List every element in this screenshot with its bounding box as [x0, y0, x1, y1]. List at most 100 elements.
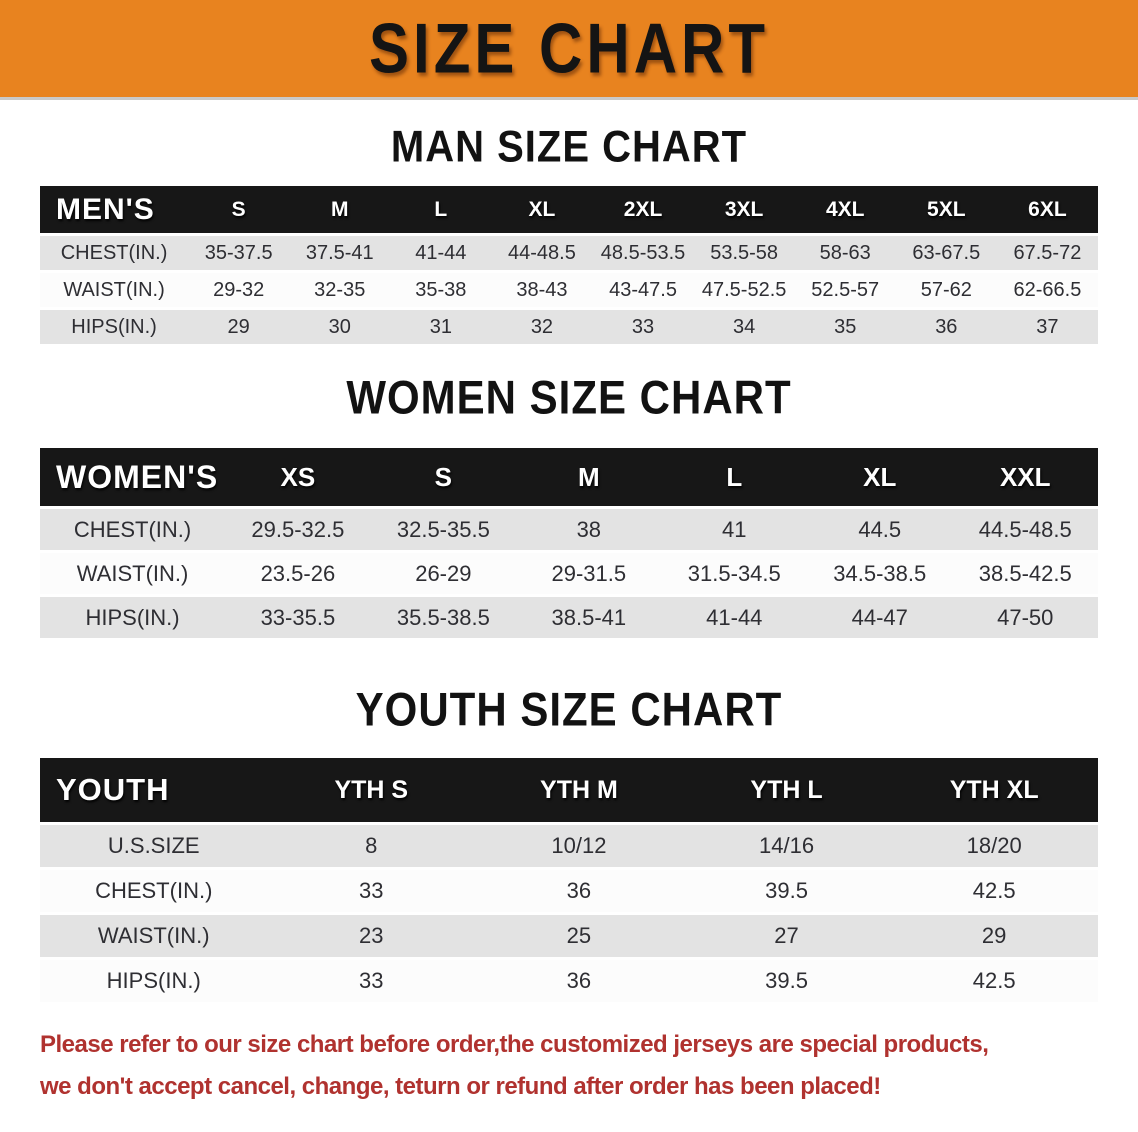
measurement-row: HIPS(IN.) 29 30 31 32 33 34 35 36 37: [40, 307, 1098, 344]
table-header-row: WOMEN'S XS S M L XL XXL: [40, 448, 1098, 507]
measurement-value: 38-43: [491, 270, 593, 307]
youth-section-heading: YOUTH SIZE CHART: [355, 683, 783, 736]
table-group-label: MEN'S: [40, 186, 189, 233]
measurement-value: 14/16: [682, 822, 891, 868]
size-column-header: 6XL: [996, 186, 1098, 233]
measurement-row: CHEST(IN.) 33 36 39.5 42.5: [40, 867, 1098, 913]
size-column-header: L: [661, 448, 808, 507]
measurement-value: 29-32: [188, 270, 290, 307]
measurement-value: 18/20: [890, 822, 1098, 868]
measurement-row-label: WAIST(IN.): [40, 550, 226, 595]
measurement-value: 47.5-52.5: [693, 270, 795, 307]
measurement-value: 8: [267, 822, 476, 868]
measurement-value: 29: [188, 307, 290, 344]
measurement-row: HIPS(IN.) 33-35.5 35.5-38.5 38.5-41 41-44 44-…: [40, 594, 1098, 639]
measurement-value: 44.5: [807, 506, 953, 551]
size-column-header: 2XL: [592, 186, 694, 233]
measurement-value: 41-44: [661, 594, 808, 639]
measurement-value: 38.5-41: [516, 594, 662, 639]
women-section-heading: WOMEN SIZE CHART: [346, 371, 792, 424]
size-column-header: S: [188, 186, 290, 233]
size-column-header: YTH S: [267, 758, 476, 823]
measurement-row: CHEST(IN.) 35-37.5 37.5-41 41-44 44-48.5 48.5…: [40, 233, 1098, 270]
table-group-label: YOUTH: [40, 758, 268, 823]
size-column-header: XL: [807, 448, 953, 507]
measurement-value: 38.5-42.5: [952, 550, 1098, 595]
measurement-value: 44.5-48.5: [952, 506, 1098, 551]
size-column-header: 3XL: [693, 186, 795, 233]
measurement-value: 35.5-38.5: [370, 594, 517, 639]
size-column-header: YTH M: [475, 758, 683, 823]
measurement-value: 58-63: [794, 233, 896, 270]
measurement-row: WAIST(IN.) 23 25 27 29: [40, 912, 1098, 958]
size-column-header: 4XL: [794, 186, 896, 233]
measurement-value: 26-29: [370, 550, 517, 595]
table-header-row: MEN'S S M L XL 2XL 3XL 4XL 5XL 6XL: [40, 186, 1098, 233]
measurement-value: 37.5-41: [289, 233, 391, 270]
measurement-value: 27: [682, 912, 891, 958]
size-column-header: XXL: [952, 448, 1098, 507]
youth-size-table: YOUTH YTH S YTH M YTH L YTH XL U.S.SIZE 8 10/12…: [40, 758, 1098, 1003]
table-group-label: WOMEN'S: [40, 448, 226, 507]
measurement-row-label: WAIST(IN.): [40, 912, 268, 958]
men-size-table: MEN'S S M L XL 2XL 3XL 4XL 5XL 6XL CHEST(IN.) 35-37…: [40, 186, 1098, 344]
measurement-value: 35-37.5: [188, 233, 290, 270]
measurement-value: 33: [267, 867, 476, 913]
measurement-row-label: WAIST(IN.): [40, 270, 189, 307]
measurement-value: 41-44: [390, 233, 492, 270]
measurement-value: 35: [794, 307, 896, 344]
measurement-value: 29: [890, 912, 1098, 958]
measurement-value: 32.5-35.5: [370, 506, 517, 551]
measurement-value: 35-38: [390, 270, 492, 307]
banner: SIZE CHART: [0, 0, 1138, 100]
size-column-header: M: [516, 448, 662, 507]
measurement-value: 42.5: [890, 957, 1098, 1003]
measurement-value: 36: [475, 957, 683, 1003]
measurement-value: 37: [996, 307, 1098, 344]
measurement-value: 33: [267, 957, 476, 1003]
measurement-row-label: HIPS(IN.): [40, 307, 189, 344]
size-column-header: 5XL: [895, 186, 997, 233]
size-column-header: YTH L: [682, 758, 891, 823]
measurement-value: 33-35.5: [225, 594, 371, 639]
measurement-value: 30: [289, 307, 391, 344]
measurement-row: WAIST(IN.) 23.5-26 26-29 29-31.5 31.5-34.5 34…: [40, 550, 1098, 595]
measurement-row-label: CHEST(IN.): [40, 867, 268, 913]
measurement-value: 34.5-38.5: [807, 550, 953, 595]
size-column-header: L: [390, 186, 492, 233]
size-column-header: XL: [491, 186, 593, 233]
measurement-value: 36: [895, 307, 997, 344]
measurement-value: 33: [592, 307, 694, 344]
size-column-header: S: [370, 448, 517, 507]
measurement-row-label: HIPS(IN.): [40, 957, 268, 1003]
measurement-value: 47-50: [952, 594, 1098, 639]
women-size-table: WOMEN'S XS S M L XL XXL CHEST(IN.) 29.5-32.5 32.5…: [40, 448, 1098, 639]
measurement-value: 36: [475, 867, 683, 913]
measurement-value: 41: [661, 506, 808, 551]
measurement-value: 53.5-58: [693, 233, 795, 270]
measurement-value: 29.5-32.5: [225, 506, 371, 551]
measurement-row: HIPS(IN.) 33 36 39.5 42.5: [40, 957, 1098, 1003]
measurement-value: 39.5: [682, 867, 891, 913]
size-column-header: XS: [225, 448, 371, 507]
measurement-value: 67.5-72: [996, 233, 1098, 270]
table-header-row: YOUTH YTH S YTH M YTH L YTH XL: [40, 758, 1098, 823]
size-column-header: M: [289, 186, 391, 233]
measurement-row: CHEST(IN.) 29.5-32.5 32.5-35.5 38 41 44.5 44.5…: [40, 506, 1098, 551]
measurement-value: 31: [390, 307, 492, 344]
measurement-row-label: CHEST(IN.): [40, 506, 226, 551]
measurement-value: 42.5: [890, 867, 1098, 913]
measurement-value: 52.5-57: [794, 270, 896, 307]
measurement-value: 10/12: [475, 822, 683, 868]
measurement-value: 62-66.5: [996, 270, 1098, 307]
measurement-row-label: U.S.SIZE: [40, 822, 268, 868]
measurement-row: U.S.SIZE 8 10/12 14/16 18/20: [40, 822, 1098, 868]
measurement-value: 38: [516, 506, 662, 551]
measurement-value: 39.5: [682, 957, 891, 1003]
measurement-value: 23.5-26: [225, 550, 371, 595]
measurement-value: 44-47: [807, 594, 953, 639]
measurement-row: WAIST(IN.) 29-32 32-35 35-38 38-43 43-47.5 47.…: [40, 270, 1098, 307]
measurement-row-label: HIPS(IN.): [40, 594, 226, 639]
disclaimer-line-2: we don't accept cancel, change, teturn o…: [40, 1073, 881, 1101]
